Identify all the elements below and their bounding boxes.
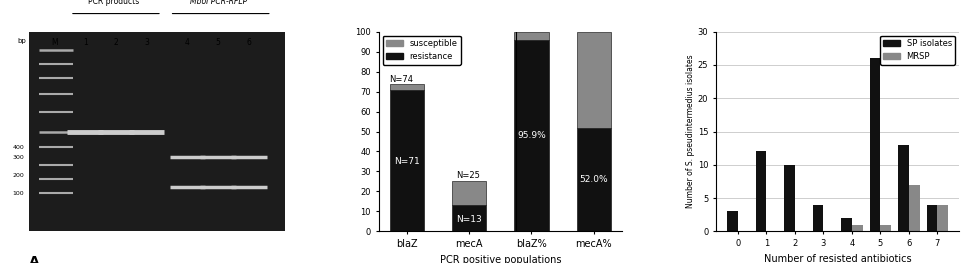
Bar: [841, 218, 852, 231]
Bar: [898, 145, 909, 231]
Bar: [881, 225, 891, 231]
Bar: [909, 185, 920, 231]
Bar: [515, 40, 548, 231]
Bar: [937, 205, 949, 231]
Text: 100: 100: [13, 191, 24, 196]
Bar: [390, 89, 423, 231]
Text: PCR products: PCR products: [88, 0, 139, 6]
Text: 52.0%: 52.0%: [579, 175, 609, 184]
Text: 4: 4: [185, 38, 190, 47]
Text: 5: 5: [216, 38, 221, 47]
Bar: [756, 151, 766, 231]
Text: 200: 200: [13, 173, 24, 178]
X-axis label: Number of resisted antibiotics: Number of resisted antibiotics: [764, 254, 912, 263]
Bar: [515, 32, 548, 40]
Bar: [926, 205, 937, 231]
Bar: [390, 84, 423, 89]
Legend: susceptible, resistance: susceptible, resistance: [383, 36, 461, 64]
Text: 6: 6: [246, 38, 251, 47]
Bar: [727, 211, 737, 231]
Text: bp: bp: [17, 38, 26, 44]
Text: N=74: N=74: [390, 74, 414, 84]
Text: MboI PCR-RFLP: MboI PCR-RFLP: [190, 0, 247, 6]
Text: 1: 1: [83, 38, 87, 47]
Text: 2: 2: [113, 38, 118, 47]
Bar: [577, 32, 610, 128]
Bar: [813, 205, 824, 231]
Text: 3: 3: [144, 38, 149, 47]
Legend: SP isolates, MRSP: SP isolates, MRSP: [880, 36, 955, 64]
Text: 300: 300: [13, 155, 24, 160]
Bar: [784, 165, 795, 231]
Bar: [852, 225, 862, 231]
Text: N=25: N=25: [456, 171, 480, 180]
Y-axis label: Number of S. pseudintermedius isolates: Number of S. pseudintermedius isolates: [686, 55, 695, 208]
Bar: [577, 128, 610, 231]
Bar: [869, 58, 881, 231]
Text: A: A: [29, 255, 40, 263]
X-axis label: PCR positive populations: PCR positive populations: [440, 255, 561, 263]
Text: N=13: N=13: [456, 215, 482, 224]
Text: M: M: [51, 38, 58, 47]
Text: 400: 400: [13, 145, 24, 150]
Bar: [452, 205, 486, 231]
Bar: [452, 181, 486, 205]
Text: 95.9%: 95.9%: [517, 131, 546, 140]
Text: N=71: N=71: [394, 157, 420, 166]
